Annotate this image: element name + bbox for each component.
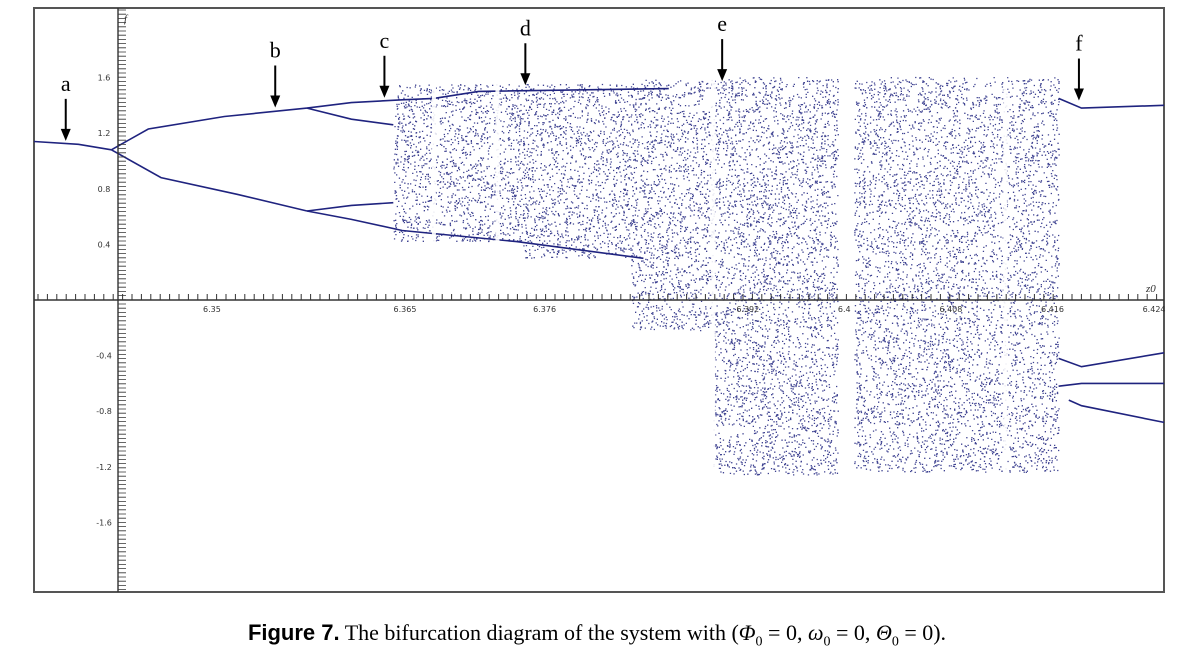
x-tick-label: 6.424 bbox=[1143, 305, 1166, 314]
annotation-label-b: b bbox=[270, 38, 281, 63]
x-tick-label: 6.392 bbox=[736, 305, 759, 314]
caption-symbol-theta: Θ bbox=[875, 620, 892, 645]
x-axis-label: z0 bbox=[1145, 283, 1156, 295]
annotation-arrowhead-c bbox=[379, 85, 390, 98]
caption-subscript: 0 bbox=[891, 634, 899, 650]
y-tick-label: -0.4 bbox=[96, 352, 112, 361]
x-tick-label: 6.408 bbox=[939, 305, 962, 314]
chaotic-region-2 bbox=[522, 83, 632, 259]
caption-subscript: 0 bbox=[755, 634, 763, 650]
periodic-window-1 bbox=[431, 77, 436, 481]
annotation-arrowhead-d bbox=[520, 73, 531, 86]
periodic-branches bbox=[33, 87, 1165, 424]
caption-end: = 0). bbox=[898, 620, 947, 645]
periodic-window-3 bbox=[711, 77, 716, 481]
x-tick-label: 6.416 bbox=[1041, 305, 1064, 314]
caption-symbol-phi: Φ bbox=[738, 620, 756, 645]
caption-equals: = 0, bbox=[762, 620, 808, 645]
annotation-label-a: a bbox=[61, 71, 71, 96]
branch-5 bbox=[306, 107, 394, 126]
periodic-windows bbox=[431, 77, 1008, 481]
caption-text: The bifurcation diagram of the system wi… bbox=[339, 620, 739, 645]
y-minor-ticks bbox=[118, 9, 126, 590]
x-tick-label: 6.376 bbox=[533, 305, 556, 314]
y-tick-label: 0.4 bbox=[98, 240, 111, 249]
caption-equals: = 0, bbox=[830, 620, 876, 645]
y-tick-label: -1.6 bbox=[96, 518, 112, 527]
y-tick-label: 1.6 bbox=[98, 74, 111, 83]
chaotic-region-5 bbox=[854, 76, 1060, 474]
y-tick-label: 0.8 bbox=[98, 185, 111, 194]
figure-caption: Figure 7. The bifurcation diagram of the… bbox=[0, 620, 1194, 650]
annotation-arrowhead-e bbox=[717, 69, 728, 82]
branch-8 bbox=[1058, 97, 1165, 109]
y-tick-label: 1.2 bbox=[98, 129, 111, 138]
annotation-label-c: c bbox=[380, 28, 390, 53]
branch-11 bbox=[1068, 399, 1165, 424]
periodic-window-4 bbox=[843, 77, 848, 481]
chaotic-region-4 bbox=[713, 76, 839, 476]
x-tick-label: 6.365 bbox=[394, 305, 417, 314]
annotation-label-e: e bbox=[717, 11, 727, 36]
annotation-label-d: d bbox=[520, 15, 531, 40]
caption-label: Figure 7. bbox=[247, 620, 340, 645]
y-tick-label: -1.2 bbox=[96, 463, 112, 472]
y-axis-label: f bbox=[124, 13, 129, 25]
periodic-window-2 bbox=[495, 77, 500, 481]
branch-7 bbox=[306, 210, 644, 260]
branch-9 bbox=[1058, 352, 1165, 368]
caption-symbol-omega: ω bbox=[807, 620, 824, 645]
annotation-arrowhead-f bbox=[1073, 88, 1084, 101]
y-tick-label: -0.8 bbox=[96, 407, 112, 416]
periodic-window-5 bbox=[1003, 77, 1008, 481]
tick-marks bbox=[37, 9, 1158, 590]
x-minor-ticks bbox=[37, 294, 1158, 300]
branch-4 bbox=[306, 87, 669, 109]
tick-labels: 6.35 6.365 6.376 6.392 6.4 6.408 6.416 6.424 1.6… bbox=[96, 13, 1165, 527]
branch-2 bbox=[111, 107, 308, 151]
x-tick-label: 6.35 bbox=[203, 305, 221, 314]
annotations: a b c d e f bbox=[60, 11, 1084, 141]
x-tick-label: 6.4 bbox=[838, 305, 851, 314]
branch-10 bbox=[1058, 382, 1164, 387]
chaotic-cloud bbox=[393, 76, 1060, 476]
chaotic-region-3 bbox=[630, 79, 715, 332]
branch-1 bbox=[33, 140, 112, 151]
annotation-label-f: f bbox=[1075, 31, 1083, 56]
branch-3 bbox=[111, 149, 308, 212]
bifurcation-chart: 6.35 6.365 6.376 6.392 6.4 6.408 6.416 6.424 1.6… bbox=[33, 7, 1166, 593]
branch-6 bbox=[306, 201, 394, 212]
annotation-arrowhead-a bbox=[60, 128, 71, 141]
caption-subscript: 0 bbox=[823, 634, 831, 650]
annotation-arrowhead-b bbox=[270, 95, 281, 108]
